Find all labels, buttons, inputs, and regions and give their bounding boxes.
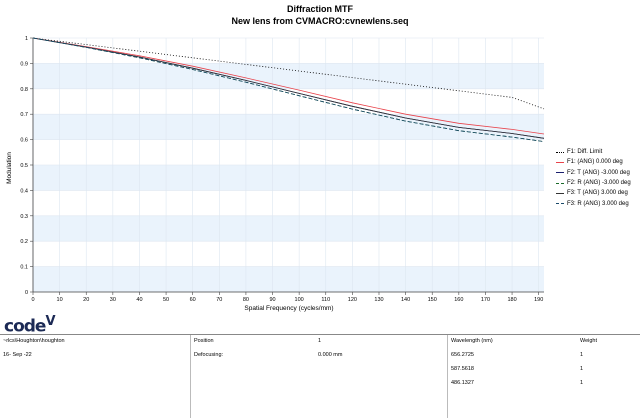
wavelength-value: 656.2725 [451,352,474,358]
wavelength-value: 486.1327 [451,380,474,386]
series-line [32,37,545,142]
logo-text: code [4,316,46,337]
legend-label: F3: R (ANG) 3.000 deg [567,200,629,207]
defocusing-label: Defocusing: [194,352,224,358]
x-tick-label: 160 [454,297,463,303]
weight-value: 1 [580,380,584,386]
x-tick-label: 50 [163,297,169,303]
codev-logo: codeV [4,314,56,337]
y-tick-label: 1 [25,36,28,42]
series-line [32,37,545,139]
x-tick-label: 100 [295,297,304,303]
plot-band [33,165,544,191]
legend-item: F2: R (ANG) -3.000 deg [556,178,631,188]
legend-swatch [556,161,564,163]
plot-band [33,63,544,89]
plot-band [33,114,544,140]
legend-label: F1: Diff. Limit [567,149,603,156]
chart-subtitle: New lens from CVMACRO:cvnewlens.seq [231,16,409,26]
x-tick-label: 0 [31,297,34,303]
x-tick-label: 70 [216,297,222,303]
legend-item: F1: Diff. Limit [556,147,631,157]
plot-band [33,215,544,242]
weight-value: 1 [580,366,584,372]
footer-col-wavelength: Wavelength (nm) Weight 656.2725 1 587.56… [448,335,639,418]
y-tick-label: 0.8 [20,87,28,93]
legend-label: F1: (ANG) 0.000 deg [567,159,623,166]
footer-panel: ~rlcs\Houghton\houghton 16- Sep -22 Posi… [0,334,640,418]
footer-col-position: Position 1 Defocusing: 0.000 mm [191,335,448,418]
chart-legend: F1: Diff. Limit F1: (ANG) 0.000 deg F2: T … [556,147,631,209]
y-tick-label: 0.1 [20,265,28,271]
x-tick-label: 10 [57,297,63,303]
legend-label: F2: R (ANG) -3.000 deg [567,180,631,187]
y-tick-label: 0.9 [20,61,28,67]
legend-item: F3: T (ANG) 3.000 deg [556,188,631,198]
legend-swatch [556,172,564,174]
position-label: Position [194,338,214,344]
file-path: ~rlcs\Houghton\houghton [3,338,65,344]
legend-swatch [556,182,564,184]
x-tick-label: 140 [401,297,410,303]
x-tick-label: 40 [136,297,142,303]
x-tick-label: 80 [243,297,249,303]
legend-label: F3: T (ANG) 3.000 deg [567,190,628,197]
x-tick-label: 30 [110,297,116,303]
chart-title: Diffraction MTF [287,4,353,14]
x-tick-label: 120 [348,297,357,303]
y-tick-label: 0.5 [20,163,28,169]
wavelength-value: 587.5618 [451,366,474,372]
legend-item: F1: (ANG) 0.000 deg [556,157,631,167]
legend-swatch [556,203,564,205]
legend-label: F2: T (ANG) -3.000 deg [567,169,630,176]
y-tick-label: 0.4 [20,188,28,194]
weight-value: 1 [580,352,584,358]
y-tick-label: 0.3 [20,214,28,220]
legend-item: F3: R (ANG) 3.000 deg [556,198,631,208]
plot-band [33,266,544,292]
x-tick-label: 20 [83,297,89,303]
date-text: 16- Sep -22 [3,352,32,358]
footer-col-info: ~rlcs\Houghton\houghton 16- Sep -22 [0,335,191,418]
x-axis-label: Spatial Frequency (cycles/mm) [244,305,333,312]
series-line [32,37,545,135]
x-tick-label: 130 [374,297,383,303]
x-tick-label: 190 [534,297,543,303]
x-tick-label: 180 [507,297,516,303]
legend-swatch [556,192,564,194]
x-tick-label: 150 [428,297,437,303]
x-tick-label: 170 [481,297,490,303]
logo-suffix: V [45,314,55,329]
x-tick-label: 110 [321,297,330,303]
y-tick-label: 0 [25,290,28,296]
y-tick-label: 0.7 [20,112,28,118]
y-tick-label: 0.6 [20,138,28,144]
legend-swatch [556,151,564,153]
weight-label: Weight [580,338,598,344]
y-tick-label: 0.2 [20,239,28,245]
defocusing-value: 0.000 mm [318,352,343,358]
y-axis-label: Modulation [6,152,13,184]
x-tick-label: 90 [269,297,275,303]
legend-item: F2: T (ANG) -3.000 deg [556,168,631,178]
x-tick-label: 60 [190,297,196,303]
position-value: 1 [318,338,322,344]
wavelength-label: Wavelength (nm) [451,338,493,344]
mtf-chart: 0 10 20 30 40 50 60 70 80 90 100 110 120 130 140 150 160… [6,36,545,312]
